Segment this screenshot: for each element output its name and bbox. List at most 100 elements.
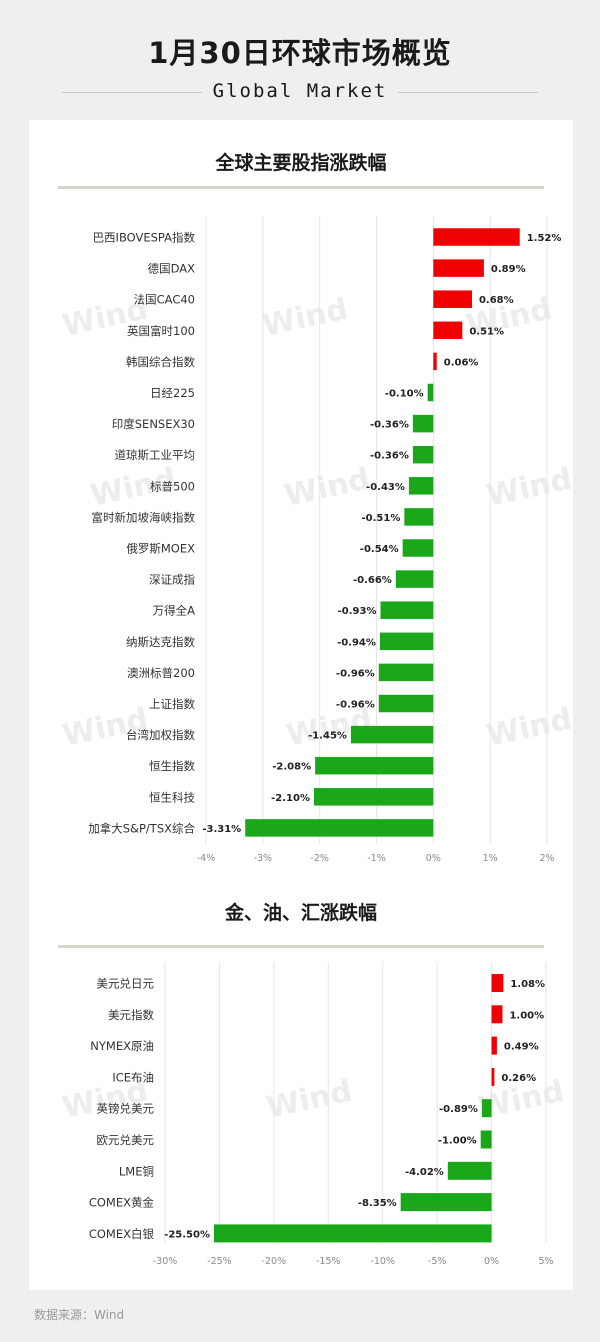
page-subtitle: Global Market (212, 80, 388, 102)
bar-negative (400, 1193, 492, 1212)
data-label: 1.08% (510, 979, 545, 990)
category-label: 美元指数 (108, 1008, 154, 1022)
data-label: -1.00% (438, 1136, 477, 1147)
category-label: 道琼斯工业平均 (115, 448, 196, 462)
x-tick-label: 2% (539, 853, 554, 864)
x-tick-label: -2% (310, 853, 329, 864)
category-label: 欧元兑美元 (97, 1133, 155, 1147)
category-label: ICE布油 (112, 1070, 154, 1084)
category-label: 法国CAC40 (134, 293, 195, 307)
bar-negative (412, 445, 434, 464)
stock-index-chart-title: 全球主要股指涨跌幅 (215, 152, 387, 174)
category-label: 美元兑日元 (97, 977, 155, 991)
data-label: -0.66% (353, 575, 392, 586)
category-label: 韩国综合指数 (126, 355, 195, 369)
bar-positive (433, 321, 463, 340)
category-label: 恒生指数 (149, 759, 195, 773)
x-tick-label: 5% (538, 1256, 553, 1267)
data-label: -0.36% (370, 420, 409, 431)
bar-positive (433, 290, 472, 308)
category-label: 英国富时100 (127, 324, 195, 338)
wind-watermark: Wind (281, 462, 373, 514)
bar-negative (380, 601, 434, 619)
category-label: 恒生科技 (149, 790, 195, 804)
wind-watermark: Wind (483, 462, 573, 514)
data-source-note: 数据来源：Wind (34, 1308, 125, 1322)
data-label: -4.02% (405, 1167, 444, 1178)
data-label: 0.68% (479, 295, 514, 306)
commodity-fx-panel: 金、油、汇涨跌幅 Wind Wind Wind -30% -25% -20% -15% -10… (29, 880, 573, 1290)
bar-positive (433, 228, 520, 246)
x-tick-label: -4% (197, 853, 216, 864)
commodity-fx-bar-chart: Wind Wind Wind-30% -25% -20% -15% -10% -5% 0% 5%美… (59, 962, 567, 1267)
data-label: -0.94% (337, 637, 376, 648)
category-label: 纳斯达克指数 (126, 635, 195, 649)
x-tick-label: -25% (207, 1256, 232, 1267)
wind-watermark: Wind (483, 702, 573, 754)
data-label: -8.35% (358, 1198, 397, 1209)
data-label: -0.10% (385, 389, 424, 400)
bar-negative (378, 663, 434, 682)
bar-negative (408, 477, 434, 495)
category-label: 台湾加权指数 (126, 728, 195, 742)
category-label: 标普500 (150, 479, 195, 493)
data-label: -0.43% (366, 482, 405, 493)
data-label: 0.51% (469, 326, 504, 337)
bar-negative (379, 632, 434, 651)
data-label: 0.89% (491, 264, 526, 275)
data-label: -0.96% (336, 700, 375, 711)
category-label: 上证指数 (149, 697, 195, 711)
bar-negative (313, 788, 434, 806)
bar-negative (404, 508, 434, 526)
bar-negative (412, 414, 434, 433)
stock-index-title-rule (58, 186, 544, 189)
data-label: -0.96% (336, 668, 375, 679)
bar-negative (378, 694, 434, 713)
data-label: 0.26% (501, 1073, 536, 1084)
data-label: -0.36% (370, 451, 409, 462)
data-label: 0.49% (504, 1042, 539, 1053)
category-label: COMEX黄金 (89, 1196, 155, 1210)
category-label: LME铜 (119, 1164, 154, 1178)
data-label: 1.52% (527, 233, 562, 244)
x-tick-label: -20% (262, 1256, 287, 1267)
bar-positive (433, 352, 437, 371)
title-divider-right (398, 92, 538, 93)
stock-index-panel: 全球主要股指涨跌幅 Wind Wind Wind Wind Wind Wind Wind Wi… (29, 120, 573, 880)
category-label: 巴西IBOVESPA指数 (93, 231, 196, 245)
category-label: 富时新加坡海峡指数 (92, 510, 196, 524)
x-tick-label: -10% (370, 1256, 395, 1267)
data-label: -0.54% (360, 544, 399, 555)
bar-negative (481, 1099, 492, 1118)
bar-negative (447, 1161, 492, 1180)
x-tick-label: -30% (153, 1256, 178, 1267)
data-label: -1.45% (308, 731, 347, 742)
bar-positive (433, 259, 484, 277)
category-label: 澳洲标普200 (127, 666, 195, 680)
category-label: 日经225 (150, 386, 195, 400)
bar-positive (491, 1067, 495, 1086)
data-label: -2.08% (272, 762, 311, 773)
page-title: 1月30日环球市场概览 (148, 36, 452, 70)
bar-negative (427, 383, 434, 402)
category-label: 深证成指 (149, 573, 195, 587)
category-label: 俄罗斯MOEX (126, 542, 195, 556)
category-label: NYMEX原油 (90, 1039, 154, 1053)
commodity-fx-chart-title: 金、油、汇涨跌幅 (224, 902, 377, 924)
x-tick-label: 0% (426, 853, 441, 864)
category-label: 德国DAX (148, 262, 196, 276)
category-label: COMEX白银 (89, 1227, 155, 1241)
data-label: -0.93% (338, 606, 377, 617)
data-label: 1.00% (509, 1010, 544, 1021)
title-divider-left (62, 92, 202, 93)
bar-negative (402, 539, 434, 557)
bar-negative (395, 570, 434, 588)
bar-positive (491, 974, 504, 992)
x-tick-label: -5% (428, 1256, 447, 1267)
bar-positive (491, 1036, 497, 1055)
bar-negative (315, 756, 434, 775)
x-tick-label: 1% (483, 853, 498, 864)
wind-watermark: Wind (263, 1074, 355, 1126)
category-label: 万得全A (153, 604, 195, 618)
data-label: 0.06% (444, 357, 479, 368)
